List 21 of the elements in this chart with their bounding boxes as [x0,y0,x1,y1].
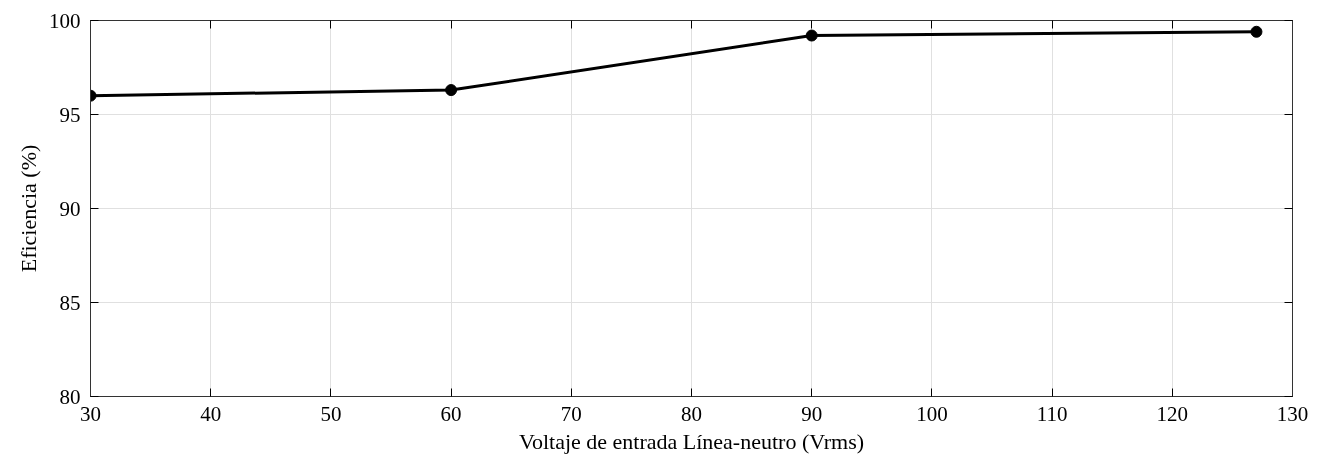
x-tick-label: 100 [916,401,948,426]
x-tick-label: 70 [560,401,582,426]
x-tick-label: 50 [320,401,342,426]
y-axis-title: Eficiencia (%) [16,144,41,273]
x-tick-label: 30 [80,401,101,426]
x-tick-label: 80 [681,401,702,426]
x-tick-label: 110 [1036,401,1068,426]
x-tick-label: 90 [801,401,823,426]
y-tick-label: 100 [49,8,81,33]
y-tick-label: 85 [59,290,81,315]
x-tick-label: 120 [1156,401,1189,426]
y-tick-label: 80 [59,384,81,409]
y-tick-label: 95 [59,102,81,127]
y-tick-label: 90 [59,196,81,221]
point [1250,25,1263,38]
x-tick-label: 40 [200,401,222,426]
x-tick-label: 60 [440,401,462,426]
x-tick-label: 130 [1276,401,1309,426]
point [445,84,458,97]
point [805,29,818,42]
x-axis-title: Voltaje de entrada Línea-neutro (Vrms) [518,428,865,454]
